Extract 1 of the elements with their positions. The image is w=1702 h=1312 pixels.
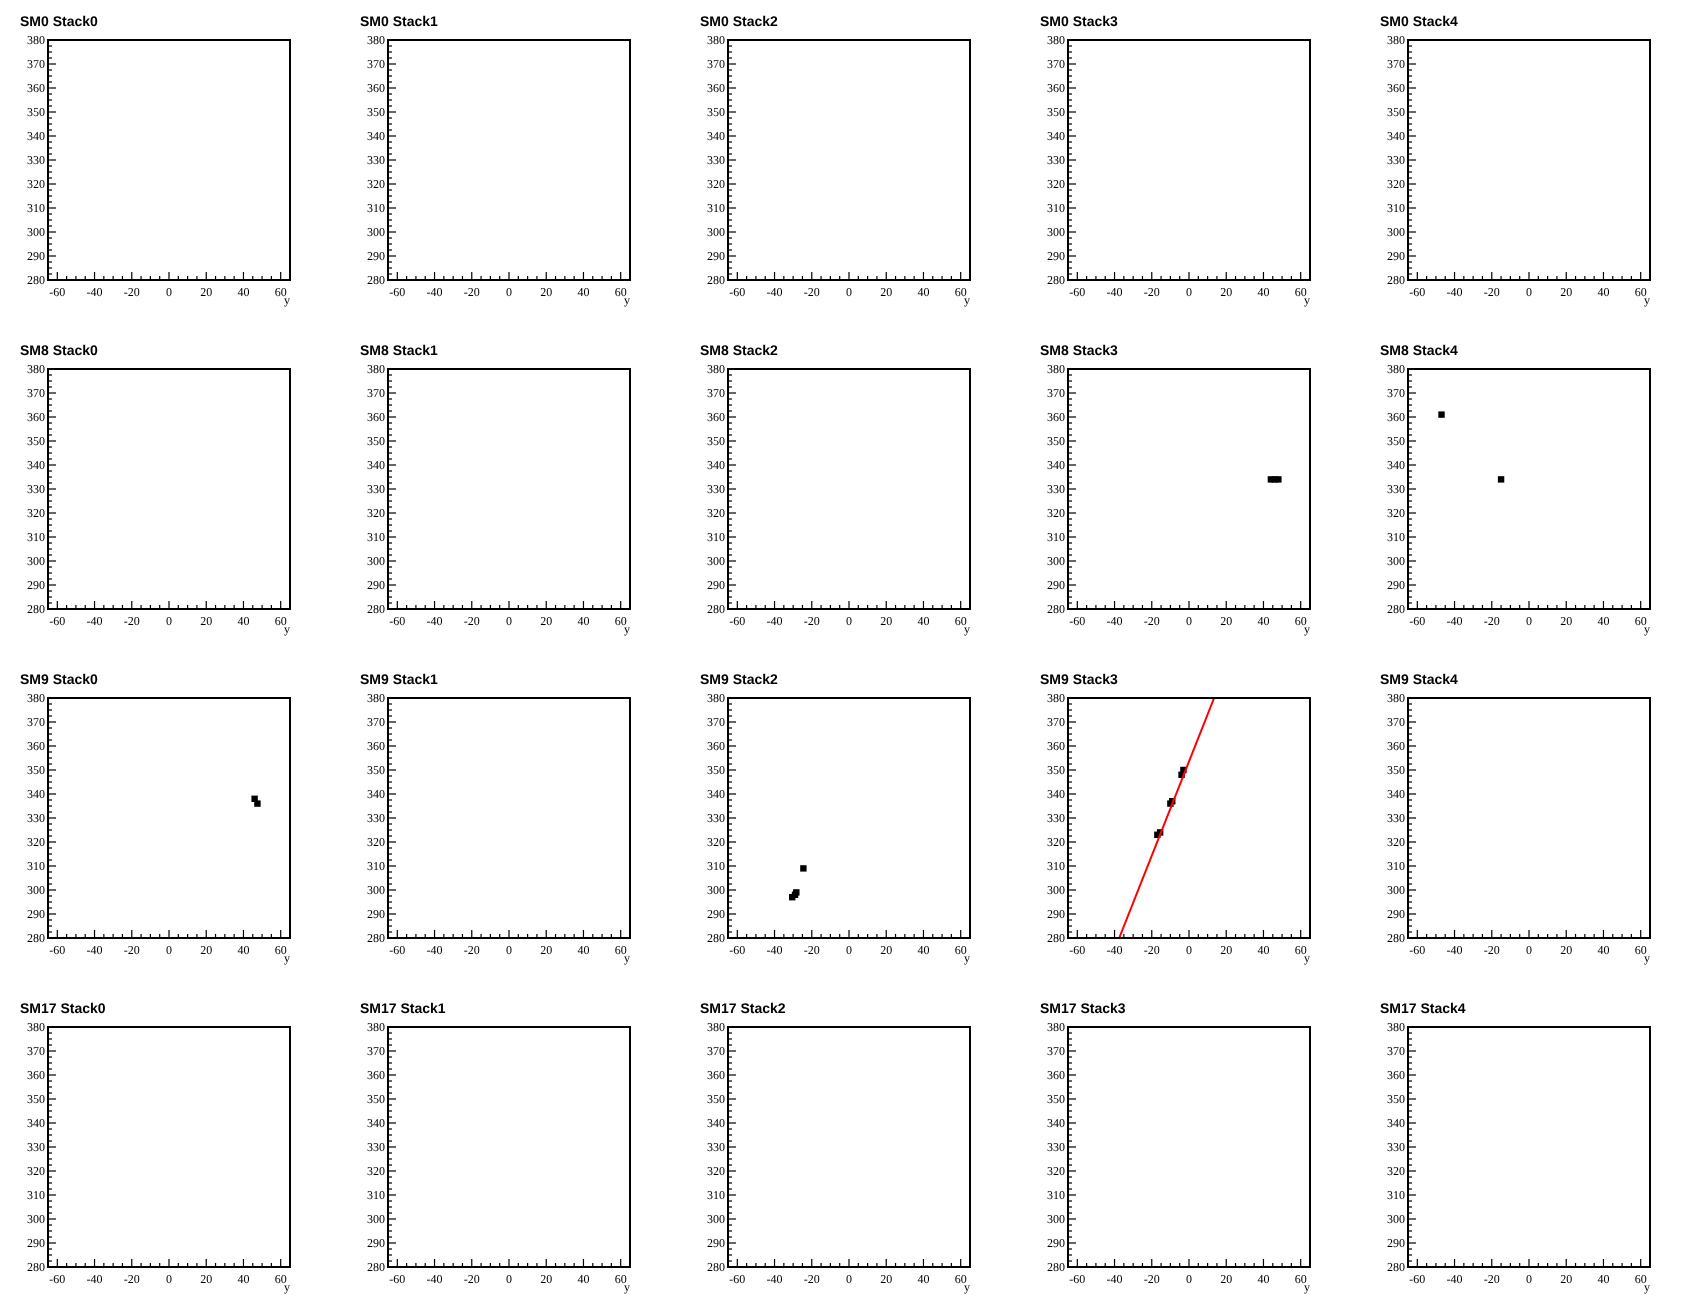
point	[800, 865, 807, 872]
